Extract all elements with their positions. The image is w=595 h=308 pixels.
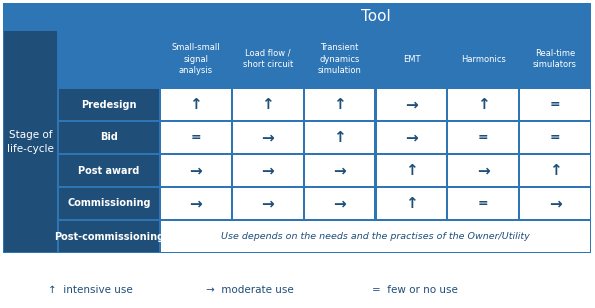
Text: →: →: [405, 130, 418, 145]
FancyBboxPatch shape: [233, 89, 303, 120]
Text: Load flow /
short circuit: Load flow / short circuit: [243, 49, 293, 69]
FancyBboxPatch shape: [59, 188, 159, 219]
FancyBboxPatch shape: [59, 122, 159, 153]
Text: Small-small
signal
analysis: Small-small signal analysis: [171, 43, 220, 75]
FancyBboxPatch shape: [377, 188, 446, 219]
Text: ↑  intensive use: ↑ intensive use: [48, 285, 132, 295]
FancyBboxPatch shape: [161, 155, 231, 186]
FancyBboxPatch shape: [4, 31, 57, 252]
FancyBboxPatch shape: [520, 122, 590, 153]
FancyBboxPatch shape: [449, 31, 518, 87]
FancyBboxPatch shape: [233, 188, 303, 219]
FancyBboxPatch shape: [377, 31, 446, 87]
Text: →: →: [261, 130, 274, 145]
Text: →: →: [333, 196, 346, 211]
Text: Transient
dynamics
simulation: Transient dynamics simulation: [318, 43, 362, 75]
FancyBboxPatch shape: [520, 155, 590, 186]
FancyBboxPatch shape: [160, 3, 591, 30]
FancyBboxPatch shape: [449, 155, 518, 186]
Text: Post-commissioning: Post-commissioning: [54, 232, 164, 241]
FancyBboxPatch shape: [305, 188, 374, 219]
Text: ↑: ↑: [333, 97, 346, 112]
FancyBboxPatch shape: [233, 31, 303, 87]
Text: Post award: Post award: [79, 165, 140, 176]
Text: →: →: [477, 163, 490, 178]
Text: =: =: [478, 197, 488, 210]
Text: ↑: ↑: [405, 163, 418, 178]
FancyBboxPatch shape: [59, 155, 159, 186]
Text: →: →: [405, 97, 418, 112]
Text: ↑: ↑: [333, 130, 346, 145]
FancyBboxPatch shape: [59, 221, 159, 252]
Text: =: =: [190, 131, 201, 144]
FancyBboxPatch shape: [305, 122, 374, 153]
Text: Harmonics: Harmonics: [461, 55, 506, 63]
Text: =: =: [550, 98, 560, 111]
Text: EMT: EMT: [403, 55, 420, 63]
Text: Bid: Bid: [100, 132, 118, 143]
Text: ↑: ↑: [549, 163, 562, 178]
Text: Commissioning: Commissioning: [67, 198, 151, 209]
FancyBboxPatch shape: [305, 89, 374, 120]
Text: Predesign: Predesign: [82, 99, 137, 110]
Text: →: →: [261, 163, 274, 178]
Text: Stage of
life-cycle: Stage of life-cycle: [7, 129, 54, 153]
Text: →: →: [549, 196, 562, 211]
Text: →  moderate use: → moderate use: [206, 285, 294, 295]
Text: Use depends on the needs and the practises of the Owner/Utility: Use depends on the needs and the practis…: [221, 232, 530, 241]
FancyBboxPatch shape: [161, 122, 231, 153]
Text: →: →: [333, 163, 346, 178]
FancyBboxPatch shape: [3, 3, 591, 253]
FancyBboxPatch shape: [520, 31, 590, 87]
FancyBboxPatch shape: [520, 188, 590, 219]
Text: →: →: [261, 196, 274, 211]
FancyBboxPatch shape: [305, 31, 374, 87]
FancyBboxPatch shape: [377, 89, 446, 120]
Text: =: =: [478, 131, 488, 144]
Text: ↑: ↑: [190, 97, 202, 112]
FancyBboxPatch shape: [520, 89, 590, 120]
Text: =: =: [550, 131, 560, 144]
Text: Tool: Tool: [361, 9, 390, 24]
FancyBboxPatch shape: [161, 89, 231, 120]
FancyBboxPatch shape: [161, 188, 231, 219]
FancyBboxPatch shape: [377, 155, 446, 186]
Text: ↑: ↑: [477, 97, 490, 112]
FancyBboxPatch shape: [3, 30, 160, 88]
FancyBboxPatch shape: [161, 31, 231, 87]
FancyBboxPatch shape: [233, 155, 303, 186]
FancyBboxPatch shape: [377, 122, 446, 153]
FancyBboxPatch shape: [305, 155, 374, 186]
Text: Real-time
simulators: Real-time simulators: [533, 49, 577, 69]
FancyBboxPatch shape: [449, 122, 518, 153]
FancyBboxPatch shape: [449, 89, 518, 120]
FancyBboxPatch shape: [161, 221, 590, 252]
Text: →: →: [190, 163, 202, 178]
FancyBboxPatch shape: [449, 188, 518, 219]
Text: ↑: ↑: [405, 196, 418, 211]
FancyBboxPatch shape: [233, 122, 303, 153]
FancyBboxPatch shape: [3, 3, 160, 30]
FancyBboxPatch shape: [59, 89, 159, 120]
Text: →: →: [190, 196, 202, 211]
Text: ↑: ↑: [261, 97, 274, 112]
Text: =  few or no use: = few or no use: [372, 285, 458, 295]
